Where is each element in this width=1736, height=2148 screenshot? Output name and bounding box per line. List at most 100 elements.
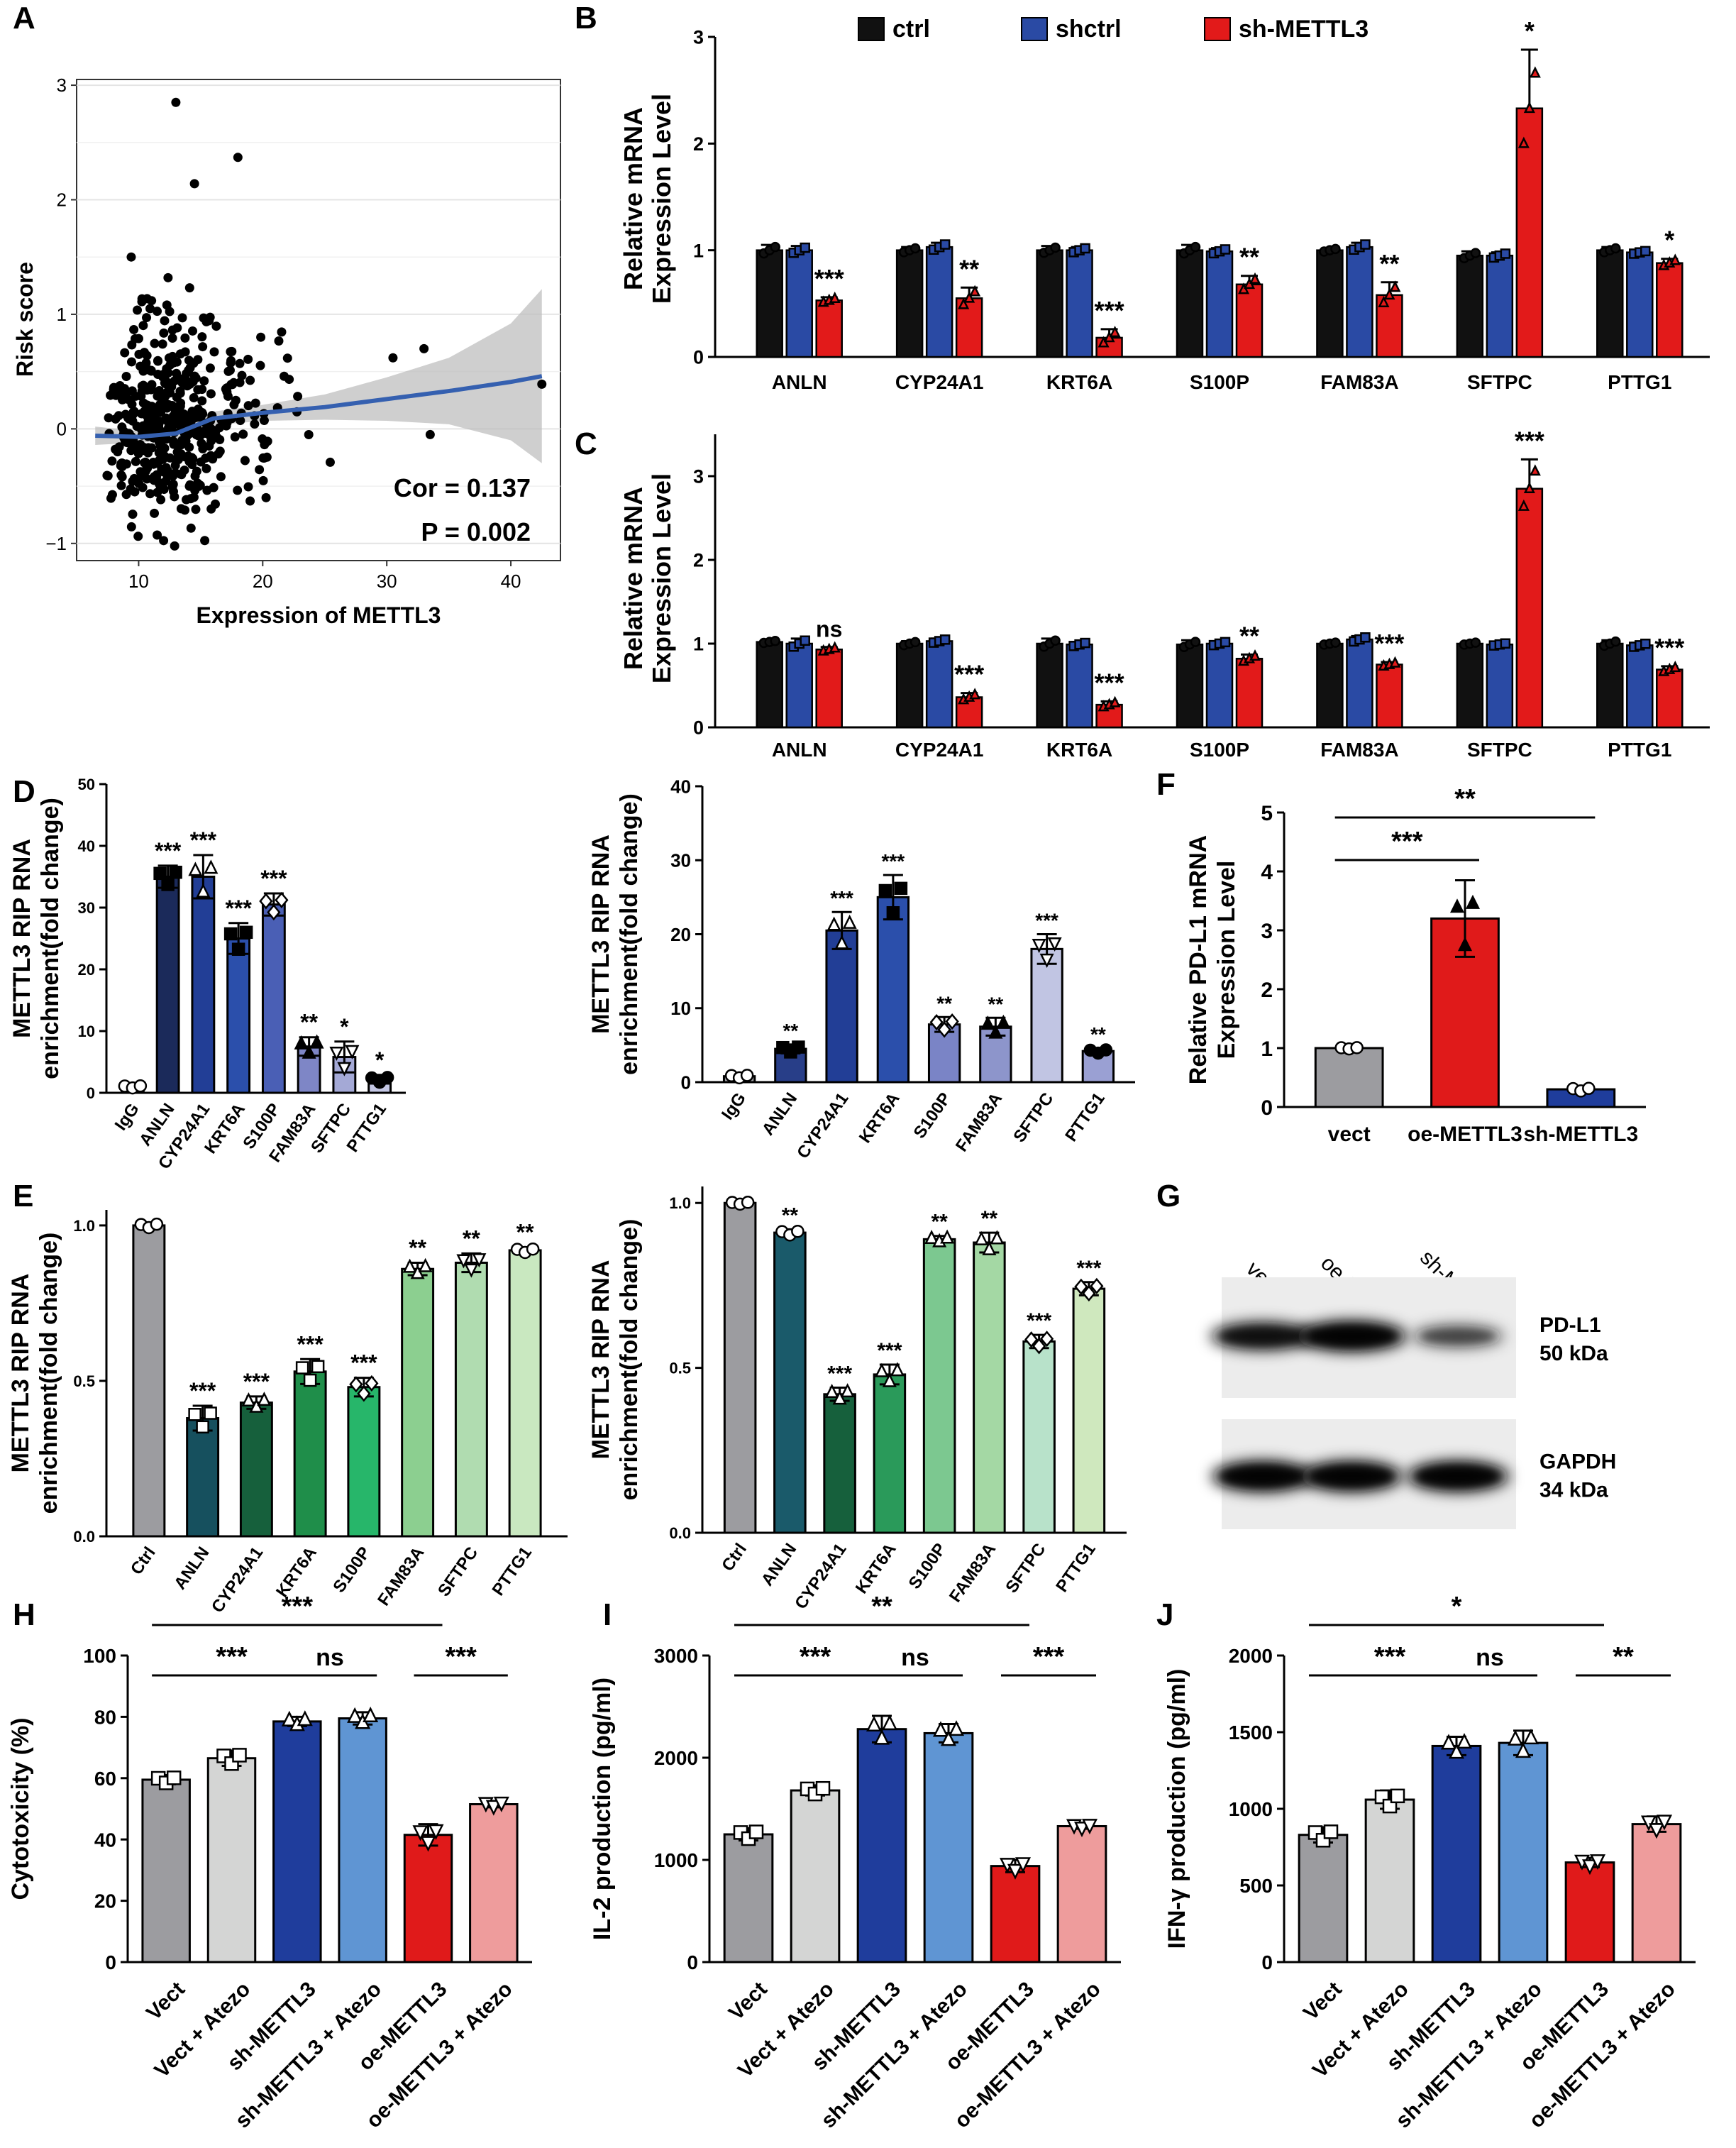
y-axis-title-line1: METTL3 RIP RNA	[587, 835, 614, 1034]
scatter-point	[133, 305, 143, 315]
annotation-cor: Cor = 0.137	[394, 473, 531, 502]
replicate-dot	[1648, 1823, 1665, 1839]
replicate-dot	[232, 1748, 247, 1763]
scatter-point	[141, 426, 151, 436]
y-axis-title-line2: Expression Level	[1213, 861, 1240, 1059]
scatter-point	[103, 471, 113, 481]
significance-label: **	[1239, 621, 1259, 650]
replicate-dot	[365, 1375, 379, 1392]
replicate-dot	[792, 1040, 805, 1054]
bracket-label: **	[1613, 1642, 1634, 1672]
panel-f-bar-chart: 0 1 2 3 4 5 vect oe-METTL3 sh-METTL3 Relative PD-…	[1185, 784, 1646, 1146]
y-tick-label: 0.0	[669, 1524, 691, 1542]
bar-shctrl	[1486, 643, 1514, 729]
replicate-dot	[1007, 1863, 1024, 1880]
significance-label: ***	[225, 896, 252, 921]
legend-label-shctrl: shctrl	[1056, 16, 1122, 43]
bar-ctrl	[1036, 249, 1063, 358]
scatter-point	[137, 386, 147, 396]
replicate-dot	[1099, 1043, 1113, 1057]
replicate-dot	[418, 1257, 433, 1272]
bar-sh-METTL3	[815, 299, 843, 358]
replicate-dot	[832, 1390, 847, 1405]
fit-line	[95, 374, 543, 439]
scatter-point	[226, 358, 236, 368]
scatter-point	[208, 454, 218, 464]
replicate-dot	[1014, 1857, 1032, 1873]
significance-label: **	[1239, 243, 1259, 272]
scatter-point	[245, 496, 255, 506]
scatter-point	[193, 385, 203, 395]
bar	[1056, 1824, 1107, 1964]
y-tick-label: 2	[57, 189, 67, 211]
y-tick-label: 5	[1261, 802, 1273, 825]
y-tick-label: 1000	[1229, 1798, 1273, 1820]
scatter-point	[304, 430, 314, 440]
replicate-dot	[834, 935, 849, 949]
significance-label: ***	[877, 1339, 902, 1362]
x-category-label: FAM83A	[1320, 739, 1398, 761]
scatter-point	[170, 541, 179, 551]
bar	[1314, 1047, 1384, 1108]
x-category-label: SFTPC	[1010, 1089, 1057, 1146]
blot-band-core	[1417, 1465, 1499, 1487]
scatter-point	[126, 252, 136, 262]
bar	[825, 929, 858, 1084]
replicate-dot	[231, 942, 245, 956]
scatter-point	[205, 431, 215, 441]
bar-ctrl	[1596, 249, 1624, 358]
replicate-dot	[1640, 246, 1651, 257]
replicate-dot	[1378, 295, 1390, 307]
bar-ctrl	[1036, 642, 1063, 729]
blot-protein-GAPDH: GAPDH	[1539, 1450, 1616, 1474]
replicate-dot	[1074, 1278, 1088, 1295]
significance-label: **	[1090, 1023, 1106, 1045]
replicate-dot	[1249, 649, 1261, 661]
scatter-point	[206, 389, 216, 399]
panel-a-scatter: −1 0 1 2 3 10 20 30 40 Expression of METTL3 Risk s…	[12, 75, 561, 628]
bar	[1631, 1823, 1682, 1964]
bar	[469, 1803, 519, 1964]
y-tick-label: 80	[94, 1706, 116, 1728]
replicate-dot	[1470, 637, 1481, 648]
bar	[347, 1386, 381, 1538]
replicate-dot	[1500, 638, 1511, 649]
replicate-dot	[1190, 241, 1201, 253]
y-tick-label: 20	[94, 1890, 116, 1912]
scatter-point	[159, 485, 169, 495]
bracket-label: ***	[800, 1642, 831, 1672]
scatter-point	[209, 347, 219, 357]
bracket-label: *	[1452, 1592, 1462, 1621]
replicate-dot	[1330, 637, 1341, 648]
replicate-dot	[161, 878, 175, 891]
y-axis-title: Risk score	[12, 262, 38, 377]
y-tick-label: 10	[670, 998, 691, 1019]
y-axis-title-line1: Relative mRNA	[619, 107, 648, 290]
x-category-label: vect	[1328, 1123, 1371, 1146]
replicate-dot	[929, 1014, 944, 1031]
replicate-dot	[196, 883, 211, 898]
replicate-dot	[345, 1045, 360, 1059]
replicate-dot	[881, 1714, 898, 1731]
x-category-label: PTTG1	[1061, 1089, 1108, 1145]
scatter-point	[129, 324, 139, 334]
bar-sh-METTL3	[1235, 283, 1264, 358]
scatter-point	[160, 316, 170, 326]
scatter-point	[198, 444, 208, 453]
replicate-dot	[1640, 638, 1651, 649]
scatter-point	[245, 375, 255, 385]
scatter-point	[153, 391, 162, 401]
scatter-point	[172, 357, 182, 367]
replicate-dot	[1039, 1331, 1054, 1348]
y-axis-title-line1: Relative PD-L1 mRNA	[1185, 835, 1212, 1084]
y-tick-label: 1.0	[669, 1194, 691, 1212]
significance-label: ***	[260, 866, 287, 891]
y-tick-label: 1	[693, 240, 704, 261]
panel-letter-D: D	[13, 774, 35, 809]
bracket-label: **	[871, 1592, 892, 1621]
bar	[1030, 947, 1063, 1084]
scatter-point	[159, 536, 169, 546]
x-category-label: PTTG1	[489, 1543, 536, 1599]
